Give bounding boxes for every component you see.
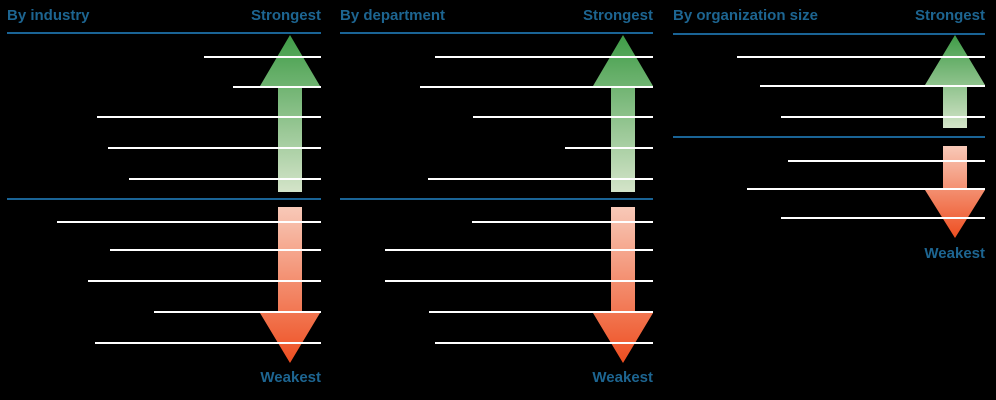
list-item-underline	[472, 221, 653, 223]
list-item-underline	[781, 116, 985, 118]
list-item-underline	[129, 178, 321, 180]
list-item-underline	[473, 116, 653, 118]
strongest-label: Strongest	[582, 7, 653, 24]
header-rule	[7, 32, 321, 34]
weakest-label: Weakest	[924, 245, 985, 262]
list-item-underline	[385, 280, 653, 282]
divider-rule	[340, 198, 653, 200]
list-item-underline	[110, 249, 321, 251]
list-item-underline	[97, 116, 321, 118]
list-item-underline	[435, 342, 653, 344]
up-arrow-icon	[593, 35, 653, 192]
panel-title: By department	[340, 7, 446, 24]
weakest-label: Weakest	[592, 369, 653, 386]
list-item-underline	[737, 56, 985, 58]
list-item-underline	[233, 86, 321, 88]
list-item-underline	[385, 249, 653, 251]
list-item-underline	[57, 221, 321, 223]
divider-rule	[673, 136, 985, 138]
list-item-underline	[420, 86, 653, 88]
list-item-underline	[154, 311, 321, 313]
list-item-underline	[760, 85, 985, 87]
strongest-label: Strongest	[250, 7, 321, 24]
down-arrow-icon	[260, 207, 320, 363]
list-item-underline	[565, 147, 653, 149]
up-arrow-icon	[925, 35, 985, 128]
list-item-underline	[788, 160, 985, 162]
weakest-label: Weakest	[260, 369, 321, 386]
list-item-underline	[428, 178, 653, 180]
list-item-underline	[781, 217, 985, 219]
list-item-underline	[88, 280, 321, 282]
header-rule	[340, 32, 653, 34]
list-item-underline	[108, 147, 321, 149]
list-item-underline	[429, 311, 653, 313]
down-arrow-icon	[593, 207, 653, 363]
header-rule	[673, 33, 985, 35]
list-item-underline	[95, 342, 321, 344]
list-item-underline	[204, 56, 321, 58]
panel-title: By industry	[7, 7, 90, 24]
up-arrow-icon	[260, 35, 320, 192]
strongest-label: Strongest	[914, 7, 985, 24]
panel-title: By organization size	[673, 7, 819, 24]
divider-rule	[7, 198, 321, 200]
list-item-underline	[747, 188, 985, 190]
list-item-underline	[435, 56, 653, 58]
